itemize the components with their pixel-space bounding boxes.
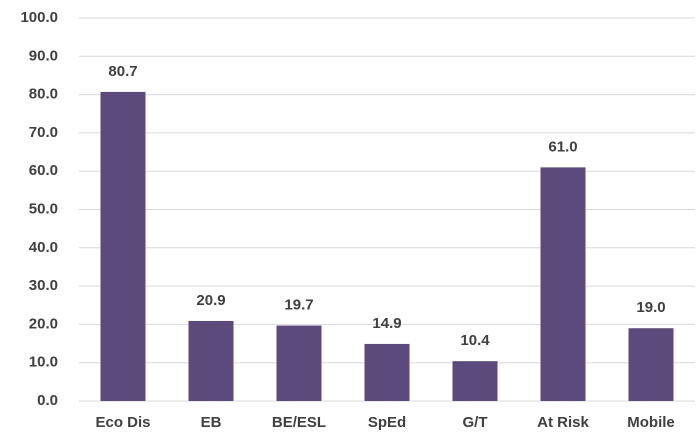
data-label: 80.7: [108, 63, 137, 80]
y-tick-label: 100.0: [20, 9, 58, 26]
data-label: 20.9: [196, 292, 225, 309]
x-tick-label: Eco Dis: [95, 414, 150, 431]
data-label: 19.0: [636, 299, 665, 316]
y-tick-label: 90.0: [29, 47, 58, 64]
x-tick-label: At Risk: [537, 414, 589, 431]
y-tick-label: 70.0: [29, 124, 58, 141]
x-tick-label: SpEd: [368, 414, 406, 431]
data-label: 19.7: [284, 297, 313, 314]
y-tick-label: 50.0: [29, 200, 58, 217]
y-tick-label: 20.0: [29, 315, 58, 332]
y-tick-label: 10.0: [29, 354, 58, 371]
data-label: 14.9: [372, 315, 401, 332]
y-tick-label: 0.0: [37, 392, 58, 409]
y-tick-label: 60.0: [29, 162, 58, 179]
y-tick-label: 80.0: [29, 86, 58, 103]
bar: [628, 328, 674, 401]
bar: [540, 167, 586, 401]
bar: [276, 325, 322, 401]
x-tick-label: Mobile: [627, 414, 675, 431]
bar: [100, 91, 146, 401]
x-tick-label: EB: [201, 414, 222, 431]
y-tick-label: 40.0: [29, 239, 58, 256]
bar: [364, 343, 410, 401]
data-label: 10.4: [460, 332, 490, 349]
y-tick-label: 30.0: [29, 277, 58, 294]
data-label: 61.0: [548, 138, 577, 155]
bar: [452, 361, 498, 401]
x-tick-label: G/T: [463, 414, 488, 431]
x-tick-label: BE/ESL: [272, 414, 326, 431]
bar: [188, 320, 234, 401]
